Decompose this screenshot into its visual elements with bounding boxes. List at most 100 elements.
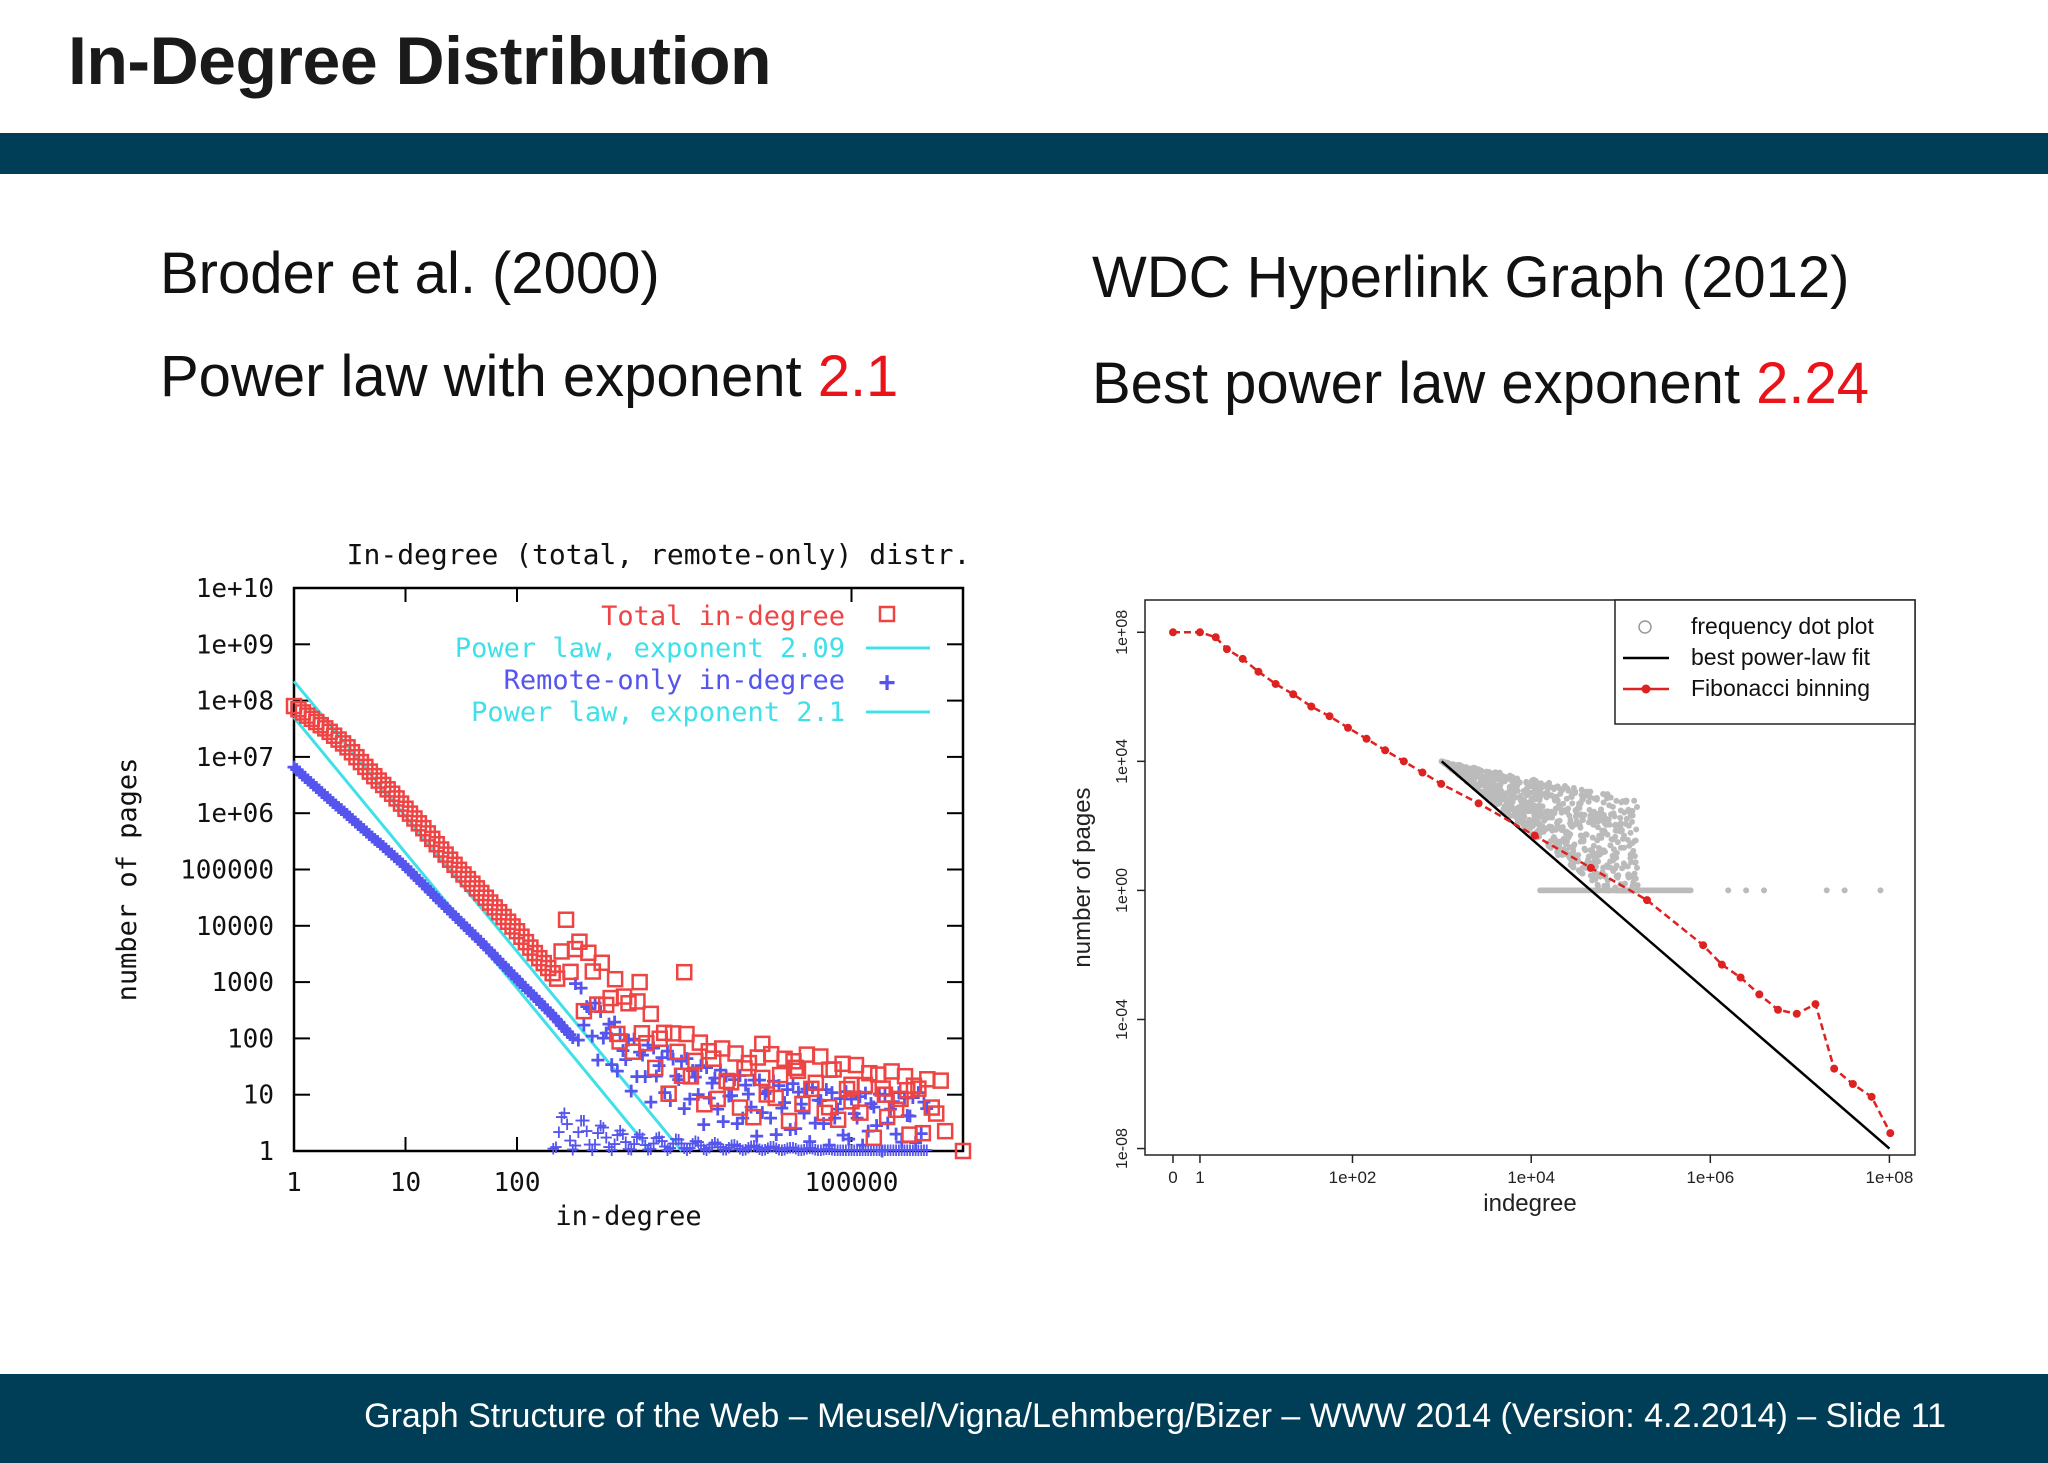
frequency-dot bbox=[1527, 802, 1534, 809]
remote-point: + bbox=[465, 919, 479, 947]
fibonacci-point bbox=[1830, 1064, 1839, 1073]
frequency-dot bbox=[1519, 820, 1526, 827]
remote-point: + bbox=[437, 891, 451, 919]
remote-point: + bbox=[443, 897, 457, 925]
total-point bbox=[829, 1111, 847, 1129]
remote-point: + bbox=[736, 1138, 749, 1163]
frequency-dot bbox=[1570, 861, 1577, 868]
total-point bbox=[660, 1085, 677, 1102]
frequency-dot bbox=[1485, 783, 1492, 790]
frequency-dot bbox=[1510, 793, 1517, 800]
total-point bbox=[415, 819, 432, 837]
remote-point: + bbox=[917, 1138, 930, 1163]
x-tick-label: 100 bbox=[494, 1168, 541, 1198]
total-point bbox=[526, 944, 544, 962]
frequency-dot bbox=[1610, 846, 1617, 853]
frequency-dot bbox=[1596, 814, 1603, 821]
remote-point: + bbox=[331, 793, 345, 821]
frequency-dot bbox=[1579, 864, 1586, 871]
total-point bbox=[432, 841, 450, 858]
remote-point: + bbox=[382, 837, 396, 865]
remote-point: + bbox=[605, 1138, 618, 1163]
remote-point: + bbox=[823, 1137, 836, 1162]
total-point bbox=[954, 1142, 972, 1160]
total-point bbox=[406, 810, 423, 827]
frequency-dot bbox=[1534, 819, 1541, 826]
remote-point: + bbox=[315, 778, 329, 806]
remote-point: + bbox=[806, 1137, 819, 1162]
remote-point: + bbox=[705, 1069, 719, 1097]
remote-point: + bbox=[731, 1134, 744, 1159]
total-point bbox=[410, 815, 428, 832]
frequency-dot bbox=[1587, 812, 1594, 819]
remote-point: + bbox=[605, 1050, 619, 1078]
remote-point: + bbox=[395, 849, 409, 877]
remote-point: + bbox=[839, 1138, 852, 1163]
frequency-dot bbox=[1505, 804, 1512, 811]
slide-title: In-Degree Distribution bbox=[68, 23, 772, 99]
frequency-dot bbox=[1580, 838, 1587, 845]
total-point bbox=[642, 1005, 660, 1023]
frequency-dot bbox=[1500, 806, 1507, 813]
frequency-dot bbox=[1510, 812, 1517, 819]
total-point bbox=[424, 830, 441, 848]
remote-point: + bbox=[722, 1136, 735, 1161]
remote-point: + bbox=[572, 1120, 585, 1145]
frequency-dot bbox=[1568, 793, 1575, 800]
remote-point: + bbox=[343, 802, 357, 830]
total-point bbox=[562, 963, 579, 981]
total-point bbox=[736, 1060, 753, 1077]
total-point bbox=[477, 889, 495, 906]
fibonacci-point bbox=[1344, 723, 1353, 732]
total-point bbox=[745, 1108, 762, 1126]
frequency-dot bbox=[1449, 761, 1456, 768]
remote-point: + bbox=[772, 1137, 785, 1162]
total-point bbox=[334, 735, 352, 752]
frequency-dot bbox=[1841, 887, 1848, 894]
remote-point: + bbox=[401, 855, 415, 883]
remote-point: + bbox=[814, 1138, 827, 1163]
remote-point: + bbox=[292, 758, 306, 786]
total-point bbox=[441, 851, 459, 868]
frequency-dot bbox=[1509, 799, 1516, 806]
remote-point: + bbox=[677, 1094, 691, 1122]
frequency-dot bbox=[1607, 858, 1614, 865]
y-tick-label: 10 bbox=[243, 1081, 274, 1111]
total-point bbox=[852, 1104, 869, 1121]
total-point bbox=[580, 944, 597, 961]
frequency-dot bbox=[1529, 779, 1536, 786]
frequency-dot bbox=[1617, 807, 1624, 814]
remote-point: + bbox=[906, 1138, 919, 1163]
frequency-dot bbox=[1634, 864, 1641, 871]
remote-point: + bbox=[596, 1023, 610, 1051]
remote-point: + bbox=[370, 827, 384, 855]
fibonacci-point bbox=[1643, 896, 1652, 905]
frequency-dot bbox=[1618, 799, 1625, 806]
total-point bbox=[807, 1074, 825, 1092]
total-point bbox=[339, 739, 356, 756]
remote-point: + bbox=[820, 1137, 833, 1162]
remote-point: + bbox=[368, 825, 382, 853]
total-point bbox=[571, 933, 588, 950]
total-point bbox=[754, 1035, 771, 1053]
remote-point: + bbox=[535, 990, 549, 1018]
total-point bbox=[401, 805, 419, 822]
remote-point: + bbox=[719, 1138, 732, 1163]
remote-point: + bbox=[795, 1138, 808, 1163]
frequency-dot bbox=[1559, 824, 1566, 831]
total-point bbox=[727, 1045, 744, 1062]
remote-point: + bbox=[809, 1137, 822, 1162]
total-point bbox=[914, 1124, 932, 1142]
remote-point: + bbox=[842, 1138, 855, 1163]
frequency-dot bbox=[1634, 882, 1641, 889]
remote-point: + bbox=[546, 1002, 560, 1030]
remote-point: + bbox=[845, 1138, 858, 1163]
remote-point: + bbox=[664, 1136, 677, 1161]
remote-point: + bbox=[451, 905, 465, 933]
legend-label: Power law, exponent 2.1 bbox=[471, 697, 845, 728]
fibonacci-point bbox=[1222, 645, 1231, 654]
total-point bbox=[473, 884, 490, 902]
frequency-dot bbox=[1600, 849, 1607, 856]
remote-point: + bbox=[351, 810, 365, 838]
remote-point: + bbox=[423, 877, 437, 905]
